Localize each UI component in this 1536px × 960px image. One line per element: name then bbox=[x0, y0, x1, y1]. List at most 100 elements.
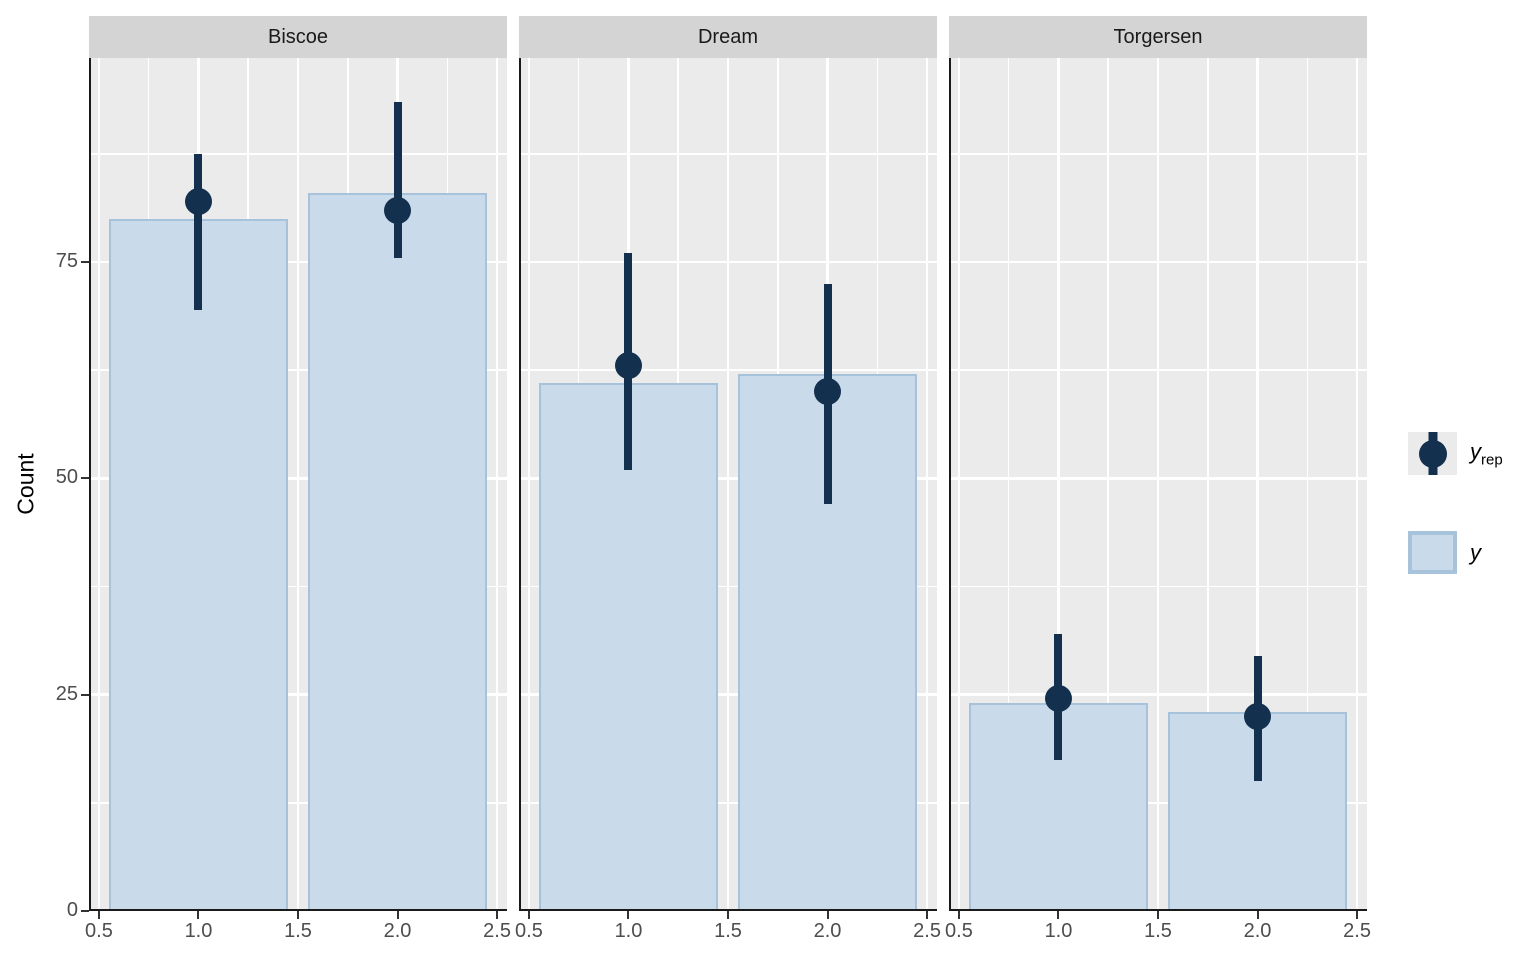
facet-strip-biscoe: Biscoe bbox=[89, 16, 507, 58]
facet-panel-biscoe bbox=[89, 58, 507, 911]
gridline-major bbox=[949, 693, 1367, 696]
x-axis-line bbox=[89, 909, 507, 911]
facet-strip-label: Torgersen bbox=[1113, 25, 1203, 48]
x-tick-label: 0.5 bbox=[945, 920, 973, 942]
pointrange-dot-torgersen-x2 bbox=[1244, 702, 1272, 730]
facet-strip-label: Biscoe bbox=[267, 25, 329, 48]
facet-panel-dream bbox=[519, 58, 937, 911]
x-tick-mark bbox=[727, 911, 729, 919]
pointrange-dot-dream-x1 bbox=[614, 352, 642, 380]
facet-strip-dream: Dream bbox=[519, 16, 937, 58]
legend-key-pointrange-icon bbox=[1408, 432, 1457, 475]
y-tick-mark bbox=[81, 910, 89, 912]
bar-dream-x1 bbox=[538, 383, 719, 911]
x-tick-label: 1.0 bbox=[614, 920, 643, 942]
legend-label-yrep-main: y bbox=[1470, 438, 1481, 464]
x-tick-label: 2.5 bbox=[913, 920, 941, 942]
gridline-minor bbox=[1306, 58, 1309, 911]
x-tick-mark bbox=[297, 911, 299, 919]
x-tick-mark bbox=[957, 911, 960, 919]
x-tick-label: 0.5 bbox=[85, 920, 113, 942]
gridline-minor bbox=[519, 369, 937, 371]
gridline-major bbox=[957, 58, 961, 911]
x-tick-label: 2.0 bbox=[813, 920, 842, 942]
gridline-major bbox=[1355, 58, 1359, 911]
gridline-minor bbox=[949, 585, 1367, 588]
x-axis-line bbox=[949, 909, 1367, 911]
gridline-major bbox=[949, 260, 1367, 264]
gridline-minor bbox=[1107, 58, 1109, 911]
x-tick-label: 1.0 bbox=[184, 920, 213, 942]
gridline-major bbox=[726, 58, 730, 911]
x-tick-label: 2.5 bbox=[483, 920, 511, 942]
pointrange-dot-dream-x2 bbox=[814, 378, 842, 406]
gridline-minor bbox=[949, 802, 1367, 804]
x-tick-mark bbox=[1256, 911, 1259, 919]
y-axis-line bbox=[519, 58, 521, 911]
x-tick-label: 2.0 bbox=[1243, 920, 1272, 942]
gridline-minor bbox=[949, 369, 1367, 371]
y-axis-line bbox=[949, 58, 951, 911]
y-tick-label: 75 bbox=[55, 250, 78, 272]
y-tick-label: 50 bbox=[55, 466, 78, 489]
gridline-major bbox=[925, 58, 929, 911]
y-tick-label: 0 bbox=[66, 899, 78, 921]
legend-label-y-main: y bbox=[1470, 539, 1481, 565]
gridline-major bbox=[1057, 58, 1060, 911]
gridline-major bbox=[296, 58, 300, 911]
legend-item-yrep: yrep bbox=[1408, 432, 1503, 475]
gridline-minor bbox=[519, 585, 937, 588]
x-tick-mark bbox=[396, 911, 399, 919]
y-tick-mark bbox=[81, 261, 89, 263]
gridline-major bbox=[949, 477, 1367, 480]
x-tick-mark bbox=[1157, 911, 1159, 919]
gridline-major bbox=[519, 693, 937, 696]
x-tick-label: 0.5 bbox=[515, 920, 543, 942]
bar-biscoe-x1 bbox=[108, 218, 289, 911]
legend-key-bar-icon bbox=[1408, 531, 1457, 574]
gridline-minor bbox=[1207, 58, 1209, 911]
legend-label-yrep-sub: rep bbox=[1481, 451, 1503, 469]
y-tick-mark bbox=[81, 477, 89, 480]
x-tick-mark bbox=[826, 911, 829, 919]
pointrange-dot-torgersen-x1 bbox=[1044, 685, 1072, 713]
bar-biscoe-x2 bbox=[307, 192, 488, 911]
y-axis-line bbox=[89, 58, 91, 911]
y-tick-label: 25 bbox=[55, 682, 78, 705]
x-tick-mark bbox=[1356, 911, 1359, 919]
gridline-minor bbox=[89, 802, 507, 804]
x-tick-mark bbox=[926, 911, 929, 919]
gridline-major bbox=[89, 693, 507, 696]
gridline-major bbox=[89, 260, 507, 264]
x-tick-mark bbox=[1057, 911, 1060, 919]
x-tick-mark bbox=[527, 911, 530, 919]
gridline-major bbox=[1156, 58, 1160, 911]
gridline-minor bbox=[949, 153, 1367, 155]
x-tick-label: 1.5 bbox=[1144, 920, 1172, 942]
pointrange-dot-biscoe-x2 bbox=[384, 196, 412, 224]
x-tick-mark bbox=[496, 911, 499, 919]
x-tick-label: 1.5 bbox=[284, 920, 312, 942]
x-tick-mark bbox=[627, 911, 630, 919]
facet-panel-torgersen bbox=[949, 58, 1367, 911]
gridline-major bbox=[495, 58, 499, 911]
gridline-major bbox=[89, 477, 507, 480]
gridline-minor bbox=[1007, 58, 1010, 911]
x-tick-label: 2.0 bbox=[383, 920, 412, 942]
legend-label-yrep: yrep bbox=[1470, 439, 1503, 468]
legend-label-y: y bbox=[1470, 540, 1481, 566]
gridline-minor bbox=[89, 369, 507, 371]
x-tick-mark bbox=[197, 911, 200, 919]
pointrange-dot-biscoe-x1 bbox=[184, 187, 212, 215]
gridline-major bbox=[527, 58, 531, 911]
x-axis-line bbox=[519, 909, 937, 911]
x-tick-mark bbox=[97, 911, 100, 919]
gridline-major bbox=[519, 260, 937, 264]
x-tick-label: 2.5 bbox=[1343, 920, 1371, 942]
gridline-major bbox=[97, 58, 101, 911]
legend-item-y: y bbox=[1408, 531, 1481, 574]
gridline-minor bbox=[519, 153, 937, 155]
gridline-minor bbox=[89, 153, 507, 155]
x-tick-label: 1.5 bbox=[714, 920, 742, 942]
